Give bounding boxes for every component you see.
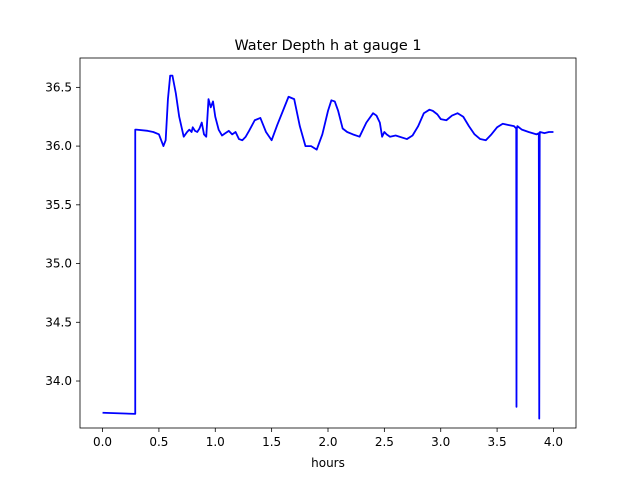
x-tick-label: 1.5 [262,435,281,449]
plot-frame [79,57,577,429]
x-axis-label: hours [311,456,345,470]
y-tick-label: 34.5 [45,315,72,329]
x-tick-label: 0.5 [149,435,168,449]
x-tick-label: 4.0 [544,435,563,449]
x-tick-label: 1.0 [206,435,225,449]
x-tick-label: 0.0 [93,435,112,449]
y-tick-label: 35.0 [45,257,72,271]
x-tick-label: 3.5 [488,435,507,449]
chart-title: Water Depth h at gauge 1 [234,38,421,54]
y-tick-label: 34.0 [45,374,72,388]
y-tick-label: 36.0 [45,139,72,153]
series-line-1 [102,74,554,420]
x-tick-label: 2.5 [375,435,394,449]
y-tick-label: 36.5 [45,80,72,94]
x-tick-label: 3.0 [431,435,450,449]
y-tick-label: 35.5 [45,198,72,212]
axes: 0.0 0.5 1.0 1.5 2.0 2.5 3.0 3.5 4.0 34.0 34.5 35.0 3… [45,80,563,449]
x-tick-label: 2.0 [318,435,337,449]
plot-area [102,74,554,420]
